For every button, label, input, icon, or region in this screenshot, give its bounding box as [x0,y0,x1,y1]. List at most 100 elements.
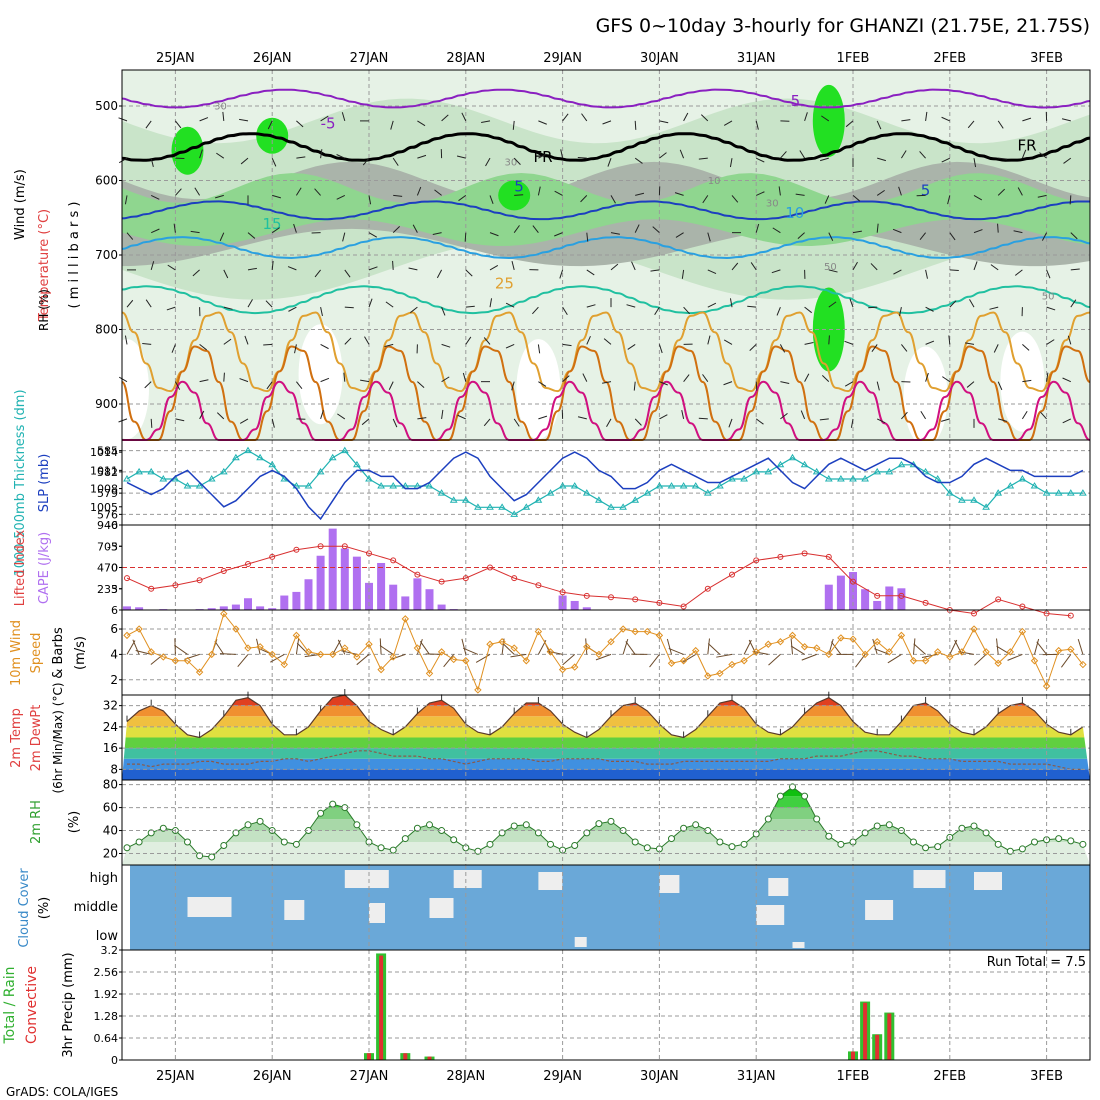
thickness-point [147,467,156,475]
wind-barb [392,157,399,166]
wind-barb [560,149,564,159]
ylabel-wind: Wind (m/s) [13,169,28,240]
wind-barb [441,409,444,419]
wind10-tick-label: 4 [110,647,118,661]
lifted-index-point [704,585,711,592]
wind-speed-point [1018,627,1027,636]
thickness-point [861,474,869,482]
wind-speed-point [667,659,676,667]
temp2m-tick-label: 32 [103,699,118,713]
ylabel-temp2m: 2m Temp [9,708,24,768]
cloud-gap-high [538,872,563,890]
wind-barb [199,344,207,351]
ylabel-temperature: Temperature (°C) [37,209,52,322]
cloud-gap-high [453,870,482,888]
thickness-point [1054,489,1063,496]
wind10-barb [443,654,455,668]
cape-bar [219,606,228,610]
wind-speed-point [655,631,664,640]
wind-barb [223,338,232,345]
wind-barb [392,226,401,234]
wind-barb [973,261,978,271]
thickness-point [474,503,482,510]
wind-barb [919,232,926,241]
wind-barb [150,194,160,200]
thickness-point [837,474,845,482]
wind-speed-point [825,650,833,659]
wind-barb [652,226,660,234]
thickness-point [595,496,603,503]
rh2m-point [680,824,688,832]
wind-barb [537,344,541,354]
rh2m-tick-label: 80 [103,778,118,792]
pressure-tick-label: 900 [95,397,118,411]
wind-barb [271,418,275,428]
rh-dry-cell [516,339,561,440]
wind-barb [412,224,418,233]
wind-barb [871,344,878,352]
wind-barb [320,343,329,350]
wind-barb [607,157,612,167]
lifted-index-point [971,610,977,617]
pressure-tick-label: 500 [95,99,118,113]
wind-barb [124,335,128,345]
cloud-level-label: middle [74,900,118,915]
wind-barb [1046,306,1056,311]
wind-barb [626,304,636,308]
wind-barb [314,269,321,278]
wind-speed-point [643,627,652,636]
wind-barb [461,112,467,122]
rh2m-point [208,853,216,861]
wind-speed-point [837,634,845,642]
wind10-tick-label: 2 [110,673,118,687]
isotherm-label: 10 [785,204,804,222]
wind-barb [223,269,229,279]
wind-speed-point [788,631,797,640]
ylabel-cloud-units: (%) [37,897,52,920]
chart-title: GFS 0~10day 3-hourly for GHANZI (21.75E,… [596,15,1090,37]
wind-barb [537,186,541,196]
date-label-top: 25JAN [156,51,195,66]
wind-barb [416,186,422,196]
date-label-bottom: 25JAN [156,1069,195,1084]
wind-barb [266,381,273,390]
temp-line [126,694,1084,739]
rh-label: 50 [824,262,837,273]
wind-barb [175,120,182,129]
wind-barb [610,195,616,204]
wind-barb [778,186,781,196]
wind-barb [244,335,249,345]
rh-label: 50 [1042,292,1055,303]
thickness-point [703,489,712,496]
wind-barb [272,194,281,199]
thickness-point [691,482,700,489]
rh2m-point [486,840,494,848]
wind-speed-point [268,650,276,659]
lifted-index-point [559,589,566,596]
rh2m-point [196,852,204,860]
wind-barb [634,120,637,130]
wind10-barb [649,654,660,668]
wind-barb [337,413,346,420]
wind-barb [239,118,249,122]
wind-barb [819,418,829,421]
wind-speed-point [704,672,712,680]
thickness-point [268,460,277,468]
cloud-background [130,865,1090,950]
temp2m-tick-label: 16 [103,741,118,755]
wind-barb [320,307,323,317]
wind-barb [271,260,274,270]
wind-barb [144,381,152,389]
rh2m-point [1079,840,1087,848]
wind-speed-point [595,650,603,659]
wind10-barb [219,653,236,655]
cape-bar [304,579,313,610]
rh2m-point [547,840,554,848]
wind-barb [393,194,403,197]
thickness-point [1066,489,1075,496]
isotherm-label: FR [534,148,553,166]
thickness-point [123,474,131,482]
wind-barb [175,188,182,196]
slp-tick-label: 1005 [90,501,118,514]
thickness-point [159,474,168,482]
